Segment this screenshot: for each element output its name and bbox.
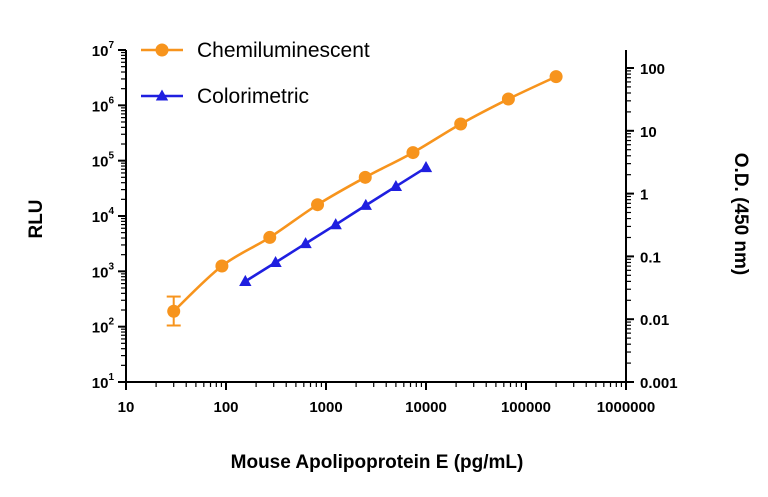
x-tick-label: 100000	[501, 399, 551, 416]
data-point	[389, 179, 403, 191]
y-tick-label: 105	[92, 151, 115, 171]
y2-tick-label: 0.1	[640, 249, 661, 266]
data-point	[358, 170, 372, 184]
x-tick-label: 100	[213, 399, 238, 416]
series-chemiluminescent	[166, 70, 563, 327]
data-point	[239, 274, 252, 286]
legend-marker	[155, 89, 169, 101]
data-point	[549, 70, 563, 84]
y-tick-label: 107	[92, 40, 115, 60]
x-tick-label: 10000	[405, 399, 447, 416]
data-point	[299, 237, 312, 249]
y2-tick-label: 1	[640, 187, 648, 204]
y2-axis-title: O.D. (450 nm)	[730, 153, 751, 275]
y2-tick-label: 0.01	[640, 312, 669, 329]
legend-marker	[155, 43, 169, 57]
data-point	[454, 117, 468, 131]
y2-tick-label: 100	[640, 61, 665, 78]
data-point	[419, 161, 433, 173]
y-tick-label: 102	[92, 317, 115, 337]
y2-tick-label: 0.001	[640, 375, 678, 392]
legend-entry: Colorimetric	[141, 85, 309, 108]
data-point	[329, 218, 342, 230]
series-colorimetric	[239, 161, 433, 286]
x-axis-title: Mouse Apolipoprotein E (pg/mL)	[231, 452, 524, 473]
y2-tick-label: 10	[640, 124, 657, 141]
y-tick-label: 106	[92, 95, 115, 115]
data-point	[359, 198, 372, 210]
y-tick-label: 101	[92, 372, 115, 392]
y-tick-label: 104	[92, 206, 115, 226]
x-tick-label: 1000	[309, 399, 342, 416]
series-line	[172, 75, 557, 313]
y-tick-label: 103	[92, 261, 115, 281]
data-point	[269, 255, 282, 268]
data-point	[263, 230, 277, 244]
x-tick-label: 1000000	[597, 399, 655, 416]
legend-label: Chemiluminescent	[197, 39, 370, 62]
data-point	[215, 259, 229, 273]
data-point	[406, 146, 420, 160]
data-point	[167, 304, 181, 318]
x-tick-label: 10	[118, 399, 135, 416]
y-axis-title: RLU	[26, 199, 47, 238]
data-point	[501, 92, 515, 106]
data-point	[311, 198, 325, 212]
legend-label: Colorimetric	[197, 85, 309, 108]
legend-entry: Chemiluminescent	[141, 39, 370, 62]
